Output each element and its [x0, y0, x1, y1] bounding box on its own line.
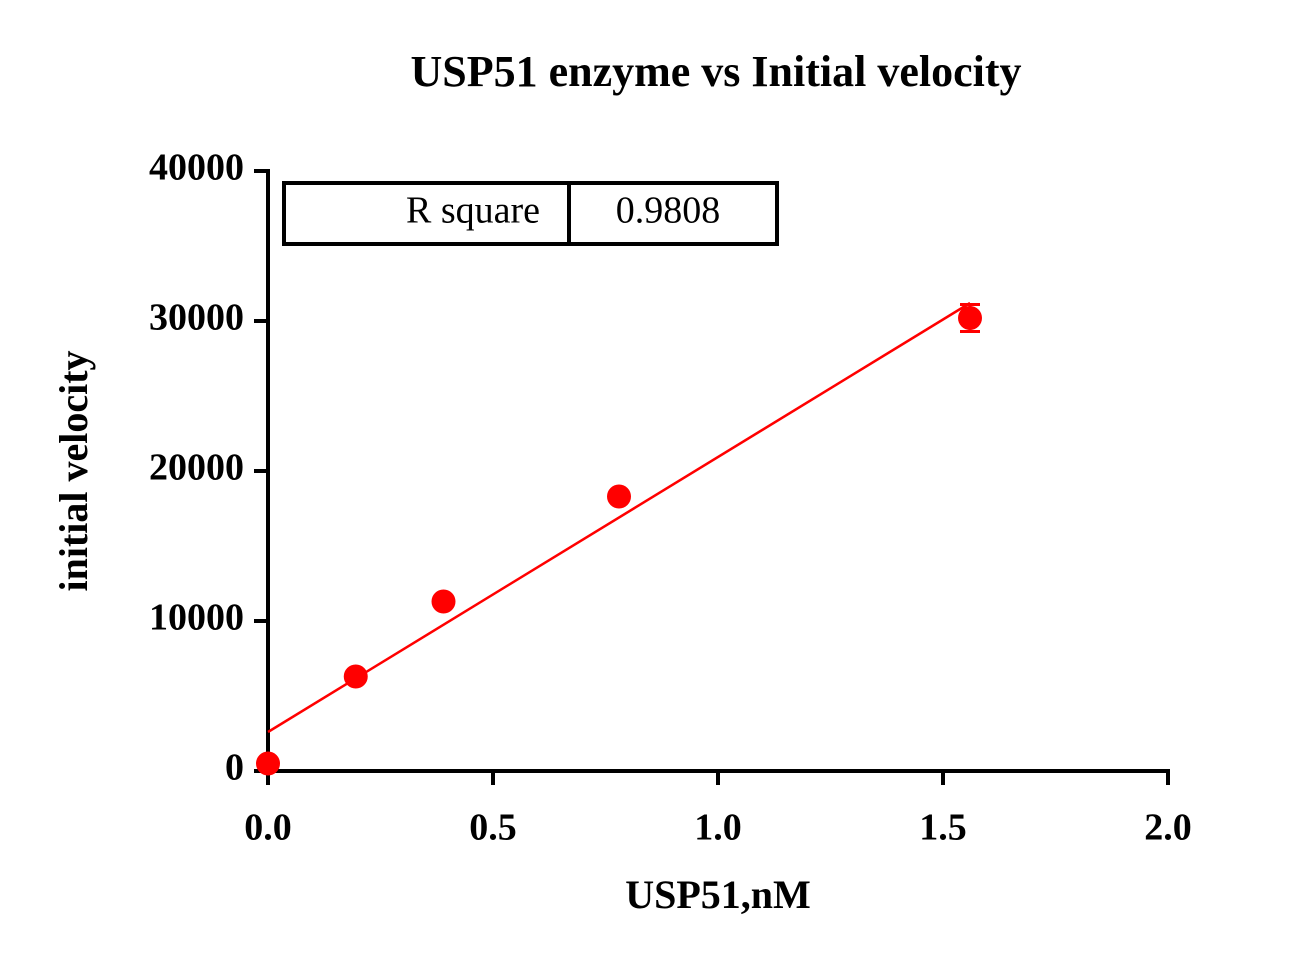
- y-tick-label: 10000: [149, 597, 244, 639]
- table-label: R square: [406, 190, 540, 232]
- data-point: [256, 751, 280, 776]
- data-point: [431, 589, 456, 614]
- x-tick-label: 1.0: [694, 807, 742, 849]
- chart-title: USP51 enzyme vs Initial velocity: [410, 47, 1021, 96]
- y-tick-label: 30000: [149, 297, 244, 339]
- table-value: 0.9808: [616, 190, 721, 232]
- data-point: [958, 306, 982, 330]
- data-point: [607, 484, 631, 509]
- y-tick-label: 40000: [149, 147, 244, 189]
- x-tick-label: 2.0: [1144, 807, 1192, 849]
- y-axis-label: initial velocity: [51, 350, 96, 591]
- stats-table: [282, 181, 779, 246]
- y-tick-label: 20000: [149, 447, 244, 489]
- x-axis-label: USP51,nM: [625, 872, 811, 917]
- x-tick-label: 1.5: [919, 807, 967, 849]
- x-tick-label: 0.0: [244, 807, 292, 849]
- fit-line: [267, 301, 971, 734]
- y-tick-label: 0: [225, 747, 244, 789]
- x-tick-label: 0.5: [469, 807, 517, 849]
